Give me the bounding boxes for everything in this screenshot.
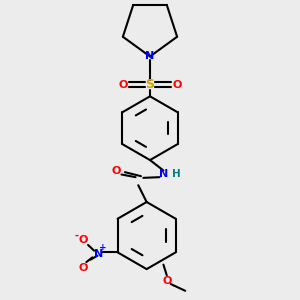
Text: H: H xyxy=(172,169,181,179)
Text: N: N xyxy=(159,169,168,179)
Text: -: - xyxy=(75,231,79,241)
Text: N: N xyxy=(94,249,103,259)
Text: O: O xyxy=(78,263,88,273)
Text: O: O xyxy=(162,276,172,286)
Text: O: O xyxy=(78,235,88,245)
Text: O: O xyxy=(172,80,182,90)
Text: O: O xyxy=(118,80,128,90)
Text: O: O xyxy=(112,166,121,176)
Text: +: + xyxy=(99,244,107,253)
Text: S: S xyxy=(146,78,154,91)
Text: N: N xyxy=(146,52,154,61)
